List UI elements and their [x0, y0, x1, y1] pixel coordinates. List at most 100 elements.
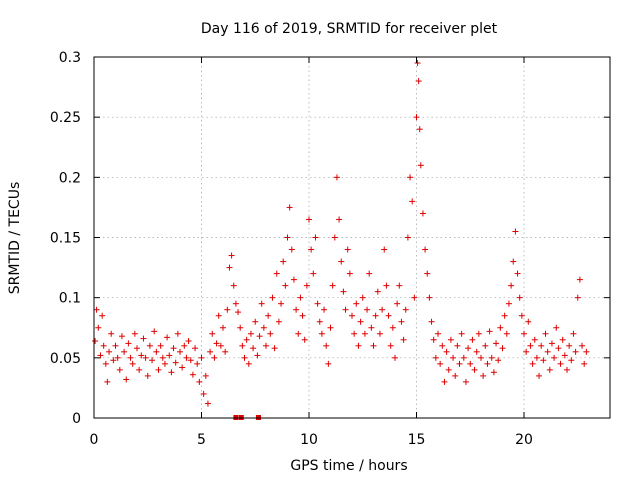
data-point	[415, 78, 422, 85]
data-point	[445, 366, 452, 373]
data-point	[226, 264, 233, 271]
data-point	[95, 324, 102, 331]
data-point	[544, 348, 551, 355]
data-point	[392, 354, 398, 361]
data-point	[336, 216, 343, 223]
data-point	[102, 360, 109, 367]
data-point	[349, 312, 355, 319]
data-point	[155, 366, 162, 373]
data-point	[385, 312, 392, 319]
data-point	[508, 282, 515, 289]
data-point	[174, 330, 181, 337]
data-point	[533, 354, 540, 361]
data-point	[422, 246, 429, 253]
data-point	[136, 366, 143, 373]
data-point	[503, 330, 510, 337]
data-point	[529, 360, 536, 367]
data-point	[396, 282, 403, 289]
data-point	[131, 330, 138, 337]
data-point	[181, 342, 188, 349]
data-point	[478, 354, 484, 361]
data-point	[482, 342, 489, 349]
y-tick-label: 0.1	[59, 291, 81, 307]
data-point	[359, 294, 366, 301]
data-point	[239, 342, 246, 349]
data-point	[505, 300, 512, 307]
data-point	[252, 318, 259, 325]
data-point	[222, 348, 229, 355]
data-point	[127, 354, 134, 361]
data-point	[521, 330, 527, 337]
data-point	[112, 342, 119, 349]
data-point	[194, 360, 201, 367]
data-point	[260, 324, 267, 331]
data-point	[462, 378, 469, 385]
y-tick-label: 0.25	[50, 110, 81, 126]
x-axis-label: GPS time / hours	[290, 458, 407, 474]
data-point	[488, 354, 495, 361]
data-point	[116, 366, 123, 373]
data-point	[308, 246, 315, 253]
data-point	[540, 357, 547, 364]
data-point	[198, 354, 205, 361]
data-point	[424, 270, 431, 277]
data-point	[368, 324, 375, 331]
data-point	[284, 234, 291, 241]
data-point	[275, 318, 282, 325]
data-point	[293, 306, 300, 313]
data-point	[241, 354, 248, 361]
data-point	[576, 276, 583, 283]
data-point	[355, 342, 362, 349]
y-tick-label: 0.15	[50, 231, 81, 247]
x-tick-label: 5	[197, 432, 206, 448]
data-point	[579, 342, 586, 349]
data-point	[106, 348, 113, 355]
data-point	[263, 342, 269, 349]
data-point	[196, 378, 203, 385]
data-point	[187, 357, 194, 364]
data-point	[250, 345, 257, 352]
data-point	[164, 334, 171, 341]
data-point	[574, 294, 581, 301]
data-point	[570, 330, 577, 337]
data-point	[211, 354, 218, 361]
data-point	[321, 306, 328, 313]
data-point	[447, 336, 454, 343]
data-point	[129, 360, 136, 367]
data-point	[159, 354, 166, 361]
data-point	[379, 306, 386, 313]
data-point	[514, 270, 521, 277]
data-point	[110, 357, 117, 364]
data-point	[456, 360, 463, 367]
data-point	[185, 337, 192, 344]
y-tick-label: 0.3	[59, 50, 81, 66]
data-point	[499, 345, 506, 352]
data-point	[207, 348, 214, 355]
data-point	[183, 354, 190, 361]
data-point	[92, 337, 99, 344]
data-point	[108, 330, 115, 337]
data-point	[583, 348, 590, 355]
data-point	[204, 400, 211, 407]
data-point	[441, 378, 448, 385]
data-point	[411, 294, 418, 301]
y-axis-ticks: 0 0.05 0.1 0.15 0.2 0.25 0.3	[50, 50, 610, 427]
data-point	[99, 312, 106, 319]
data-point	[495, 357, 502, 364]
data-point	[452, 372, 459, 379]
data-point	[572, 348, 579, 355]
data-point	[189, 371, 196, 378]
data-point	[254, 352, 261, 359]
data-point	[454, 342, 461, 349]
data-point	[450, 354, 457, 361]
data-point	[538, 342, 545, 349]
data-point	[525, 318, 532, 325]
data-point	[564, 366, 570, 373]
data-point	[215, 312, 222, 319]
data-point	[282, 282, 289, 289]
chart-title: Day 116 of 2019, SRMTID for receiver ple…	[201, 21, 498, 37]
data-point	[518, 312, 525, 319]
data-point	[220, 324, 226, 331]
data-point	[177, 348, 183, 355]
data-point	[357, 318, 364, 325]
